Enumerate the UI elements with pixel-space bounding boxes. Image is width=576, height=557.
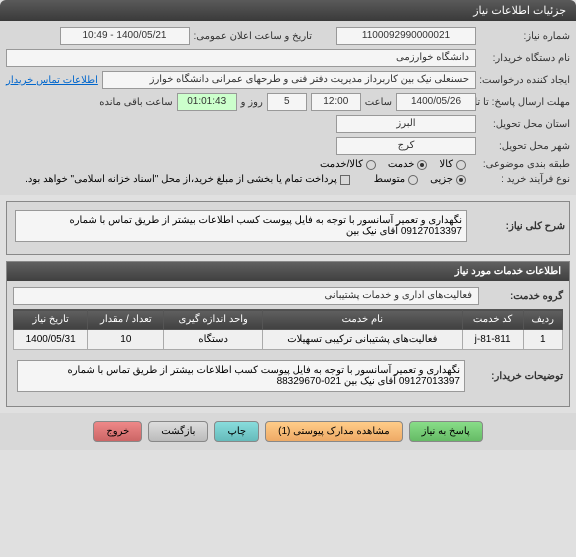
radio-service-label: خدمت (388, 159, 415, 170)
purchase-type-label: نوع فرآیند خرید : (470, 174, 570, 185)
print-button[interactable]: چاپ (214, 421, 259, 442)
city-value: کرج (336, 137, 476, 155)
table-cell: 1400/05/31 (14, 330, 88, 350)
table-header: تعداد / مقدار (88, 310, 164, 330)
table-cell: 10 (88, 330, 164, 350)
subject-type-label: طبقه بندی موضوعی: (470, 159, 570, 170)
attachments-button[interactable]: مشاهده مدارک پیوستی (1) (265, 421, 403, 442)
table-cell: j-81-811 (462, 330, 523, 350)
table-cell: 1 (523, 330, 562, 350)
table-cell: دستگاه (164, 330, 262, 350)
days-label: روز و (241, 97, 263, 108)
form-area: شماره نیاز: 1100092990000021 تاریخ و ساع… (0, 21, 576, 195)
radio-dot-icon (366, 160, 376, 170)
time-label-1: ساعت (365, 97, 392, 108)
announce-label: تاریخ و ساعت اعلان عمومی: (194, 31, 313, 42)
back-button[interactable]: بازگشت (148, 421, 208, 442)
button-bar: پاسخ به نیاز مشاهده مدارک پیوستی (1) چاپ… (0, 413, 576, 450)
province-label: استان محل تحویل: (480, 119, 570, 130)
buyer-org-value: دانشگاه خوارزمی (6, 49, 476, 67)
radio-dot-icon (417, 160, 427, 170)
checkbox-icon (340, 175, 350, 185)
radio-partial-label: جزیی (430, 174, 453, 185)
subject-type-group: کالا خدمت کالا/خدمت (320, 159, 466, 170)
services-header: اطلاعات خدمات مورد نیاز (7, 262, 569, 281)
radio-partial[interactable]: جزیی (430, 174, 466, 185)
creator-label: ایجاد کننده درخواست: (480, 75, 570, 86)
general-desc-value: نگهداری و تعمیر آسانسور با توجه به فایل … (15, 210, 467, 242)
general-desc-label: شرح کلی نیاز: (475, 221, 565, 232)
province-value: البرز (336, 115, 476, 133)
days-value: 5 (267, 93, 307, 111)
radio-dot-icon (456, 160, 466, 170)
deadline-time: 12:00 (311, 93, 361, 111)
remain-time: 01:01:43 (177, 93, 237, 111)
buyer-notes-label: توضیحات خریدار: (473, 371, 563, 382)
table-header: کد خدمت (462, 310, 523, 330)
need-number-value: 1100092990000021 (336, 27, 476, 45)
purchase-type-group: جزیی متوسط (374, 174, 466, 185)
radio-dot-icon (408, 175, 418, 185)
table-header: نام خدمت (262, 310, 462, 330)
radio-medium-label: متوسط (374, 174, 405, 185)
respond-button[interactable]: پاسخ به نیاز (409, 421, 483, 442)
contact-link[interactable]: اطلاعات تماس خریدار (6, 75, 98, 86)
radio-goods-service[interactable]: کالا/خدمت (320, 159, 376, 170)
services-table: ردیفکد خدمتنام خدمتواحد اندازه گیریتعداد… (13, 309, 563, 350)
radio-medium[interactable]: متوسط (374, 174, 418, 185)
service-group-label: گروه خدمت: (483, 291, 563, 302)
service-group-value: فعالیت‌های اداری و خدمات پشتیبانی (13, 287, 479, 305)
radio-goods[interactable]: کالا (439, 159, 466, 170)
treasury-checkbox[interactable]: پرداخت تمام یا بخشی از مبلغ خرید،از محل … (25, 174, 350, 185)
table-cell: فعالیت‌های پشتیبانی ترکیبی تسهیلات (262, 330, 462, 350)
radio-dot-icon (456, 175, 466, 185)
general-desc-section: شرح کلی نیاز: نگهداری و تعمیر آسانسور با… (6, 201, 570, 255)
announce-value: 1400/05/21 - 10:49 (60, 27, 190, 45)
buyer-notes-value: نگهداری و تعمیر آسانسور با توجه به فایل … (17, 360, 465, 392)
need-number-label: شماره نیاز: (480, 31, 570, 42)
radio-goods-label: کالا (439, 159, 453, 170)
title-bar: جزئیات اطلاعات نیاز (0, 0, 576, 21)
radio-service[interactable]: خدمت (388, 159, 428, 170)
exit-button[interactable]: خروج (93, 421, 142, 442)
purchase-note: پرداخت تمام یا بخشی از مبلغ خرید،از محل … (25, 174, 337, 185)
services-section: اطلاعات خدمات مورد نیاز گروه خدمت: فعالی… (6, 261, 570, 407)
table-header: تاریخ نیاز (14, 310, 88, 330)
table-header: ردیف (523, 310, 562, 330)
remain-label: ساعت باقی مانده (99, 97, 172, 108)
buyer-org-label: نام دستگاه خریدار: (480, 53, 570, 64)
table-header: واحد اندازه گیری (164, 310, 262, 330)
creator-value: حسنعلی نیک بین کاربرداز مدیریت دفتر فنی … (102, 71, 476, 89)
radio-goods-service-label: کالا/خدمت (320, 159, 363, 170)
table-row: 1j-81-811فعالیت‌های پشتیبانی ترکیبی تسهی… (14, 330, 563, 350)
deadline-label: مهلت ارسال پاسخ: تا تاریخ: (480, 97, 570, 108)
deadline-date: 1400/05/26 (396, 93, 476, 111)
city-label: شهر محل تحویل: (480, 141, 570, 152)
